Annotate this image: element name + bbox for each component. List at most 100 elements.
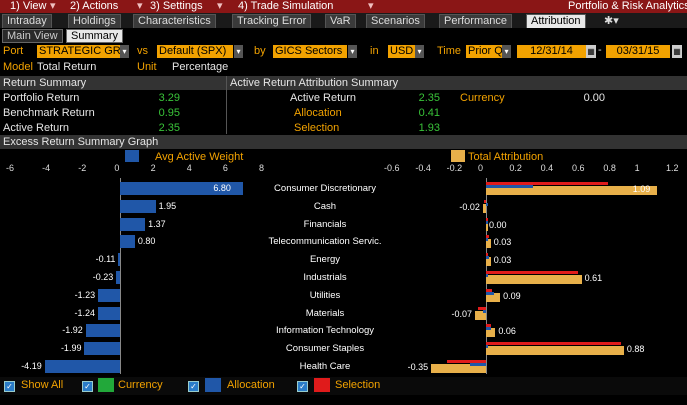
selection-bar xyxy=(486,271,579,274)
menu-settings-arrow: ▾ xyxy=(217,0,223,12)
weight-bar xyxy=(44,360,121,373)
allocation-bar xyxy=(486,220,488,224)
menu-actions-arrow: ▾ xyxy=(137,0,143,12)
selection-bar xyxy=(486,288,493,292)
active-return-label: Active Return xyxy=(3,122,70,134)
category-label: Telecommunication Servic. xyxy=(268,236,382,248)
selection-bar xyxy=(478,306,486,310)
weight-axis-tick: 6 xyxy=(222,163,228,173)
show-all-label[interactable]: Show All xyxy=(21,379,64,391)
attribution-value-label: 0.88 xyxy=(626,344,645,355)
currency-attr-value: 0.00 xyxy=(583,92,605,104)
allocation-label: Allocation xyxy=(294,107,342,119)
selection-label: Selection xyxy=(294,122,340,134)
tab-scenarios[interactable]: Scenarios xyxy=(366,14,425,28)
menu-view[interactable]: 1) View xyxy=(10,0,47,12)
allocation-checkbox[interactable]: ✓ xyxy=(188,381,199,392)
active-return-value: 2.35 xyxy=(158,122,180,134)
start-calendar-icon[interactable]: ▦ xyxy=(586,45,596,58)
attribution-value-label: 0.03 xyxy=(493,255,512,266)
category-label: Materials xyxy=(305,307,345,319)
tab-holdings[interactable]: Holdings xyxy=(68,14,121,28)
selection-checkbox[interactable]: ✓ xyxy=(297,381,308,392)
tab-intraday[interactable]: Intraday xyxy=(2,14,52,28)
benchmark-dropdown-icon[interactable]: ▾ xyxy=(234,45,243,58)
tab-attribution[interactable]: Attribution xyxy=(526,14,586,28)
port-dropdown-icon[interactable]: ▾ xyxy=(120,45,129,58)
attribution-axis-tick: -0.4 xyxy=(415,163,431,173)
unit-value[interactable]: Percentage xyxy=(172,61,229,73)
allocation-bar xyxy=(486,238,488,242)
allocation-bar xyxy=(486,291,494,295)
end-calendar-icon[interactable]: ▦ xyxy=(672,45,682,58)
weight-zero-axis xyxy=(120,178,122,374)
allocation-bar xyxy=(486,185,533,188)
weight-value-label: -0.23 xyxy=(92,272,114,282)
category-label: Utilities xyxy=(309,289,341,301)
currency-field[interactable]: USD xyxy=(388,45,416,58)
weight-value-label: -1.23 xyxy=(74,289,96,300)
menu-trade-simulation[interactable]: 4) Trade Simulation xyxy=(238,0,334,12)
end-date-field[interactable]: 03/31/15 xyxy=(606,45,670,58)
avg-weight-legend-swatch xyxy=(125,150,139,162)
attribution-value-label: 0.06 xyxy=(498,326,516,337)
allocation-bar xyxy=(482,309,486,313)
weight-value-label: 6.80 xyxy=(213,183,231,193)
currency-dropdown-icon[interactable]: ▾ xyxy=(415,45,424,58)
attribution-axis-tick: 0.2 xyxy=(509,163,522,173)
tab-tracking-error[interactable]: Tracking Error xyxy=(232,14,312,28)
start-date-field[interactable]: 12/31/14 xyxy=(517,45,586,58)
weight-value-label: -0.11 xyxy=(95,254,116,265)
unit-label: Unit xyxy=(137,61,157,73)
total-attribution-bar xyxy=(486,328,496,338)
subtab-summary[interactable]: Summary xyxy=(66,29,124,43)
menu-settings[interactable]: 3) Settings xyxy=(150,0,203,12)
app-title: Portfolio & Risk Analytics xyxy=(568,0,687,12)
weight-axis-tick: -6 xyxy=(6,163,15,173)
menu-actions[interactable]: 2) Actions xyxy=(70,0,119,12)
benchmark-field[interactable]: Default (SPX) xyxy=(157,45,233,58)
weight-axis-tick: 2 xyxy=(150,163,156,173)
model-value[interactable]: Total Return xyxy=(37,61,97,73)
currency-checkbox[interactable]: ✓ xyxy=(82,381,93,392)
sector-dropdown-icon[interactable]: ▾ xyxy=(348,45,357,58)
in-label: in xyxy=(370,45,379,57)
selection-bar xyxy=(486,217,488,221)
show-all-checkbox[interactable]: ✓ xyxy=(4,381,15,392)
selection-bar xyxy=(486,253,488,257)
tab-characteristics[interactable]: Characteristics xyxy=(133,14,216,28)
attribution-axis-tick: -0.2 xyxy=(446,163,463,173)
currency-swatch xyxy=(98,378,114,392)
weight-value-label: 0.80 xyxy=(137,236,156,247)
sector-field[interactable]: GICS Sectors xyxy=(273,45,347,58)
category-label: Health Care xyxy=(299,361,351,372)
tab-performance[interactable]: Performance xyxy=(439,14,512,28)
total-attribution-legend-swatch xyxy=(451,150,465,162)
total-attribution-bar xyxy=(486,186,657,195)
attribution-value-label: 0.00 xyxy=(489,219,507,230)
weight-bar xyxy=(98,288,121,302)
attribution-value-label: 0.61 xyxy=(584,273,603,283)
allocation-bar xyxy=(470,363,486,366)
weight-value-label: -1.24 xyxy=(74,307,96,318)
selection-bar xyxy=(486,182,609,185)
benchmark-return-value: 0.95 xyxy=(158,107,180,119)
currency-attr-label: Currency xyxy=(460,92,505,104)
port-field[interactable]: STRATEGIC GRO xyxy=(37,45,121,58)
subtab-main-view[interactable]: Main View xyxy=(2,29,63,43)
time-field[interactable]: Prior Q xyxy=(466,45,502,58)
selection-bar xyxy=(446,360,486,363)
total-attribution-bar xyxy=(486,221,488,231)
portfolio-return-value: 3.29 xyxy=(158,92,180,104)
allocation-bar xyxy=(486,256,490,260)
gear-icon[interactable]: ✱▾ xyxy=(604,15,619,27)
time-dropdown-icon[interactable]: ▾ xyxy=(502,45,511,58)
menu-view-arrow: ▾ xyxy=(50,0,56,12)
tab-var[interactable]: VaR xyxy=(325,14,356,28)
allocation-legend-label[interactable]: Allocation xyxy=(227,379,275,391)
currency-legend-label[interactable]: Currency xyxy=(118,379,163,391)
selection-legend-label[interactable]: Selection xyxy=(335,379,381,391)
allocation-bar xyxy=(486,202,488,206)
avg-weight-legend-label: Avg Active Weight xyxy=(155,151,244,163)
category-label: Financials xyxy=(303,218,347,230)
